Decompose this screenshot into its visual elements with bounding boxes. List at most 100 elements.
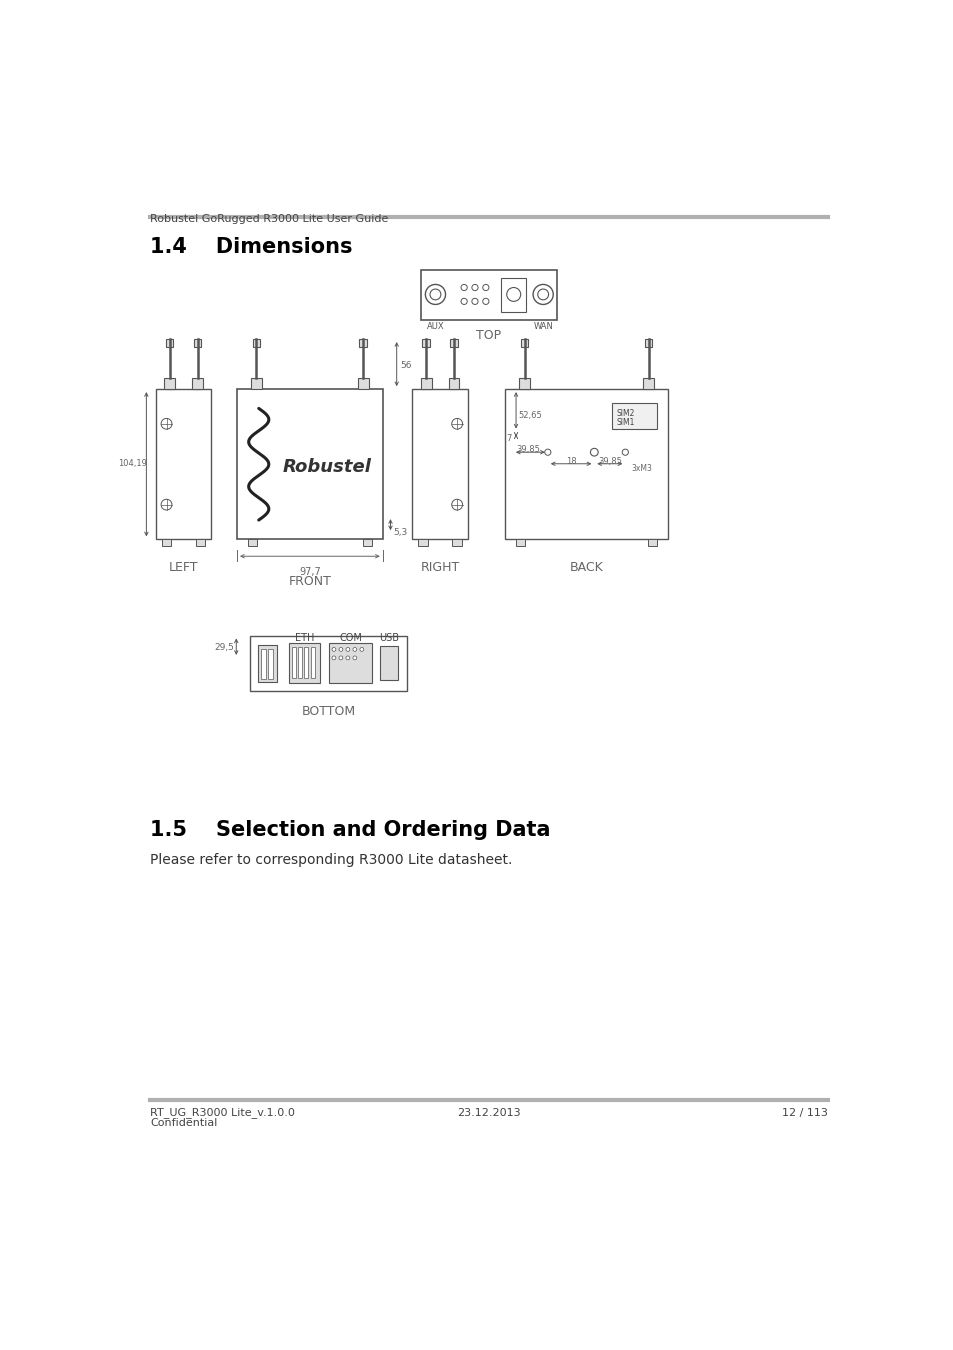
Circle shape bbox=[359, 648, 363, 651]
Text: BACK: BACK bbox=[569, 560, 603, 574]
Circle shape bbox=[425, 285, 445, 305]
Text: 104,19: 104,19 bbox=[118, 459, 147, 468]
Text: FRONT: FRONT bbox=[288, 575, 331, 587]
Circle shape bbox=[353, 648, 356, 651]
Bar bbox=[292, 647, 295, 678]
Circle shape bbox=[332, 656, 335, 660]
Text: USB: USB bbox=[378, 633, 398, 643]
Bar bbox=[253, 339, 260, 347]
Circle shape bbox=[544, 450, 550, 455]
Circle shape bbox=[332, 648, 335, 651]
Bar bbox=[164, 378, 174, 389]
Text: SIM2: SIM2 bbox=[617, 409, 635, 418]
Bar bbox=[289, 643, 319, 683]
Circle shape bbox=[482, 285, 488, 290]
Circle shape bbox=[338, 648, 342, 651]
Bar bbox=[192, 378, 203, 389]
Bar bbox=[268, 649, 273, 679]
Bar bbox=[450, 339, 457, 347]
Text: Robustel GoRugged R3000 Lite User Guide: Robustel GoRugged R3000 Lite User Guide bbox=[150, 213, 388, 224]
Text: RIGHT: RIGHT bbox=[420, 560, 459, 574]
Text: Please refer to corresponding R3000 Lite datasheet.: Please refer to corresponding R3000 Lite… bbox=[150, 853, 512, 868]
Bar bbox=[298, 647, 302, 678]
Circle shape bbox=[452, 418, 462, 429]
Text: 52,65: 52,65 bbox=[517, 410, 541, 420]
Bar bbox=[257, 645, 277, 682]
Bar bbox=[379, 647, 397, 680]
Text: WAN: WAN bbox=[533, 323, 553, 331]
Bar bbox=[261, 649, 266, 679]
Bar bbox=[357, 378, 369, 389]
Text: 5,3: 5,3 bbox=[394, 528, 408, 537]
Circle shape bbox=[346, 648, 350, 651]
Circle shape bbox=[482, 298, 488, 305]
Bar bbox=[612, 404, 657, 429]
Bar bbox=[420, 378, 431, 389]
Text: TOP: TOP bbox=[476, 329, 501, 342]
Text: RT_UG_R3000 Lite_v.1.0.0: RT_UG_R3000 Lite_v.1.0.0 bbox=[150, 1107, 294, 1118]
Circle shape bbox=[460, 298, 467, 305]
Text: 97,7: 97,7 bbox=[298, 567, 320, 576]
Bar bbox=[304, 647, 308, 678]
Bar bbox=[250, 636, 406, 691]
Bar bbox=[412, 389, 468, 539]
Bar bbox=[166, 339, 173, 347]
Bar bbox=[500, 278, 525, 312]
Bar bbox=[362, 539, 372, 547]
Bar bbox=[422, 339, 430, 347]
Circle shape bbox=[506, 288, 520, 301]
Text: 1.4    Dimensions: 1.4 Dimensions bbox=[150, 236, 353, 256]
Text: SIM1: SIM1 bbox=[617, 418, 635, 428]
Circle shape bbox=[346, 656, 350, 660]
Circle shape bbox=[353, 656, 356, 660]
Bar bbox=[448, 378, 459, 389]
Circle shape bbox=[621, 450, 628, 455]
Bar bbox=[311, 647, 314, 678]
Text: 23.12.2013: 23.12.2013 bbox=[456, 1107, 520, 1118]
Text: 56: 56 bbox=[399, 360, 411, 370]
Bar bbox=[248, 539, 257, 547]
Text: COM: COM bbox=[339, 633, 362, 643]
Circle shape bbox=[161, 418, 172, 429]
Bar bbox=[193, 339, 201, 347]
Bar bbox=[195, 539, 205, 547]
Text: 39,85: 39,85 bbox=[516, 444, 539, 454]
Circle shape bbox=[533, 285, 553, 305]
Bar bbox=[452, 539, 461, 547]
Bar bbox=[236, 389, 382, 539]
Bar bbox=[644, 339, 652, 347]
Text: 7: 7 bbox=[506, 433, 512, 443]
Text: AUX: AUX bbox=[426, 323, 444, 331]
Bar bbox=[516, 539, 525, 547]
Text: 39,85: 39,85 bbox=[598, 456, 621, 466]
Bar bbox=[155, 389, 212, 539]
Text: ETH: ETH bbox=[294, 633, 314, 643]
Circle shape bbox=[430, 289, 440, 300]
Circle shape bbox=[460, 285, 467, 290]
Circle shape bbox=[161, 500, 172, 510]
Circle shape bbox=[452, 500, 462, 510]
Text: 1.5    Selection and Ordering Data: 1.5 Selection and Ordering Data bbox=[150, 821, 550, 840]
Bar bbox=[647, 539, 657, 547]
Bar bbox=[359, 339, 367, 347]
Text: BOTTOM: BOTTOM bbox=[301, 705, 355, 718]
Bar bbox=[421, 270, 557, 320]
Bar bbox=[518, 378, 530, 389]
Bar bbox=[520, 339, 528, 347]
Text: 12 / 113: 12 / 113 bbox=[781, 1107, 827, 1118]
Circle shape bbox=[590, 448, 598, 456]
Bar bbox=[418, 539, 427, 547]
Text: Robustel: Robustel bbox=[283, 458, 372, 477]
Bar bbox=[642, 378, 654, 389]
Bar bbox=[329, 643, 372, 683]
Text: 18: 18 bbox=[565, 456, 576, 466]
Bar bbox=[251, 378, 261, 389]
Text: LEFT: LEFT bbox=[169, 560, 198, 574]
Circle shape bbox=[537, 289, 548, 300]
Bar bbox=[162, 539, 171, 547]
Circle shape bbox=[338, 656, 342, 660]
Text: 29,5: 29,5 bbox=[213, 643, 233, 652]
Circle shape bbox=[472, 285, 477, 290]
Text: Confidential: Confidential bbox=[150, 1118, 217, 1129]
Text: 3xM3: 3xM3 bbox=[631, 464, 652, 472]
